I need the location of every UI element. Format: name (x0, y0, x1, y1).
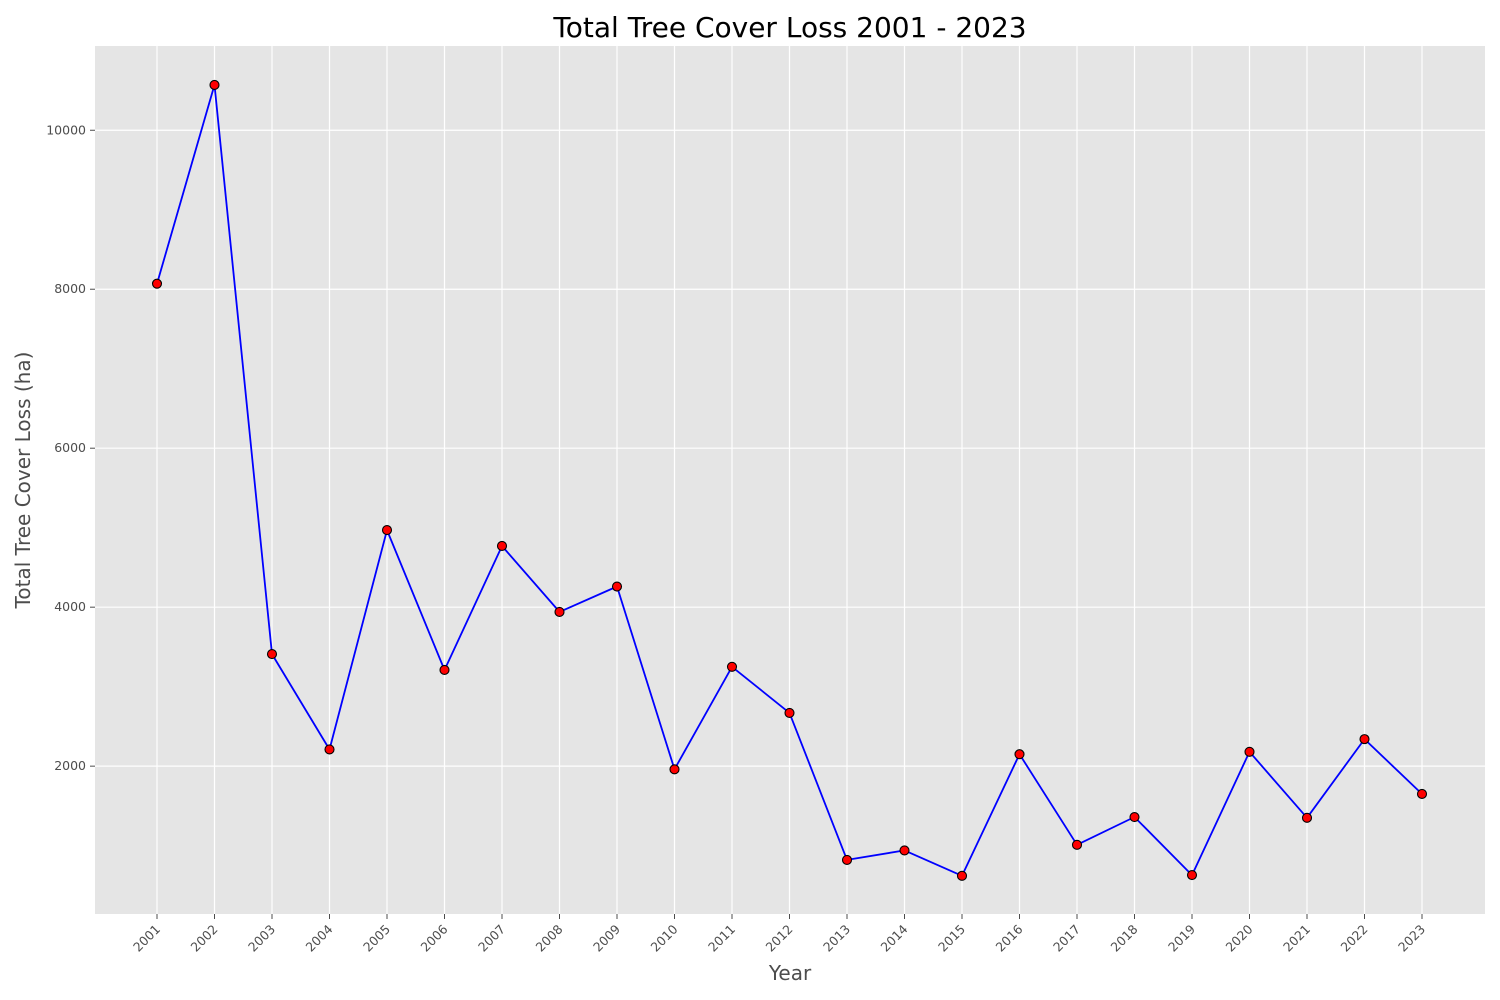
chart-title: Total Tree Cover Loss 2001 - 2023 (552, 11, 1026, 44)
data-point (1244, 746, 1255, 757)
x-tick-label: 2015 (935, 922, 968, 955)
y-tick-label: 10000 (46, 122, 86, 137)
x-tick-label: 2016 (993, 921, 1026, 954)
x-tick-label: 2005 (360, 922, 393, 955)
data-point (496, 540, 508, 552)
x-tick-label: 2004 (303, 921, 336, 954)
y-axis-label: Total Tree Cover Loss (ha) (11, 352, 35, 610)
y-tick-labels: 2000 4000 6000 8000 10000 (46, 122, 86, 773)
y-tick-label: 6000 (54, 440, 86, 455)
data-point (324, 744, 335, 755)
x-tick-label: 2006 (418, 921, 451, 954)
x-tick-label: 2010 (648, 921, 681, 954)
x-tick-labels: 2001 2002 2003 2004 2005 2006 2007 2008 2009 2010… (130, 921, 1428, 954)
x-tick-label: 2020 (1223, 921, 1256, 954)
x-tick-label: 2008 (533, 921, 566, 954)
x-tick-label: 2023 (1395, 922, 1428, 955)
data-point (1416, 788, 1428, 800)
marker-layer (151, 79, 1428, 881)
x-tick-label: 2009 (590, 921, 623, 954)
data-point (266, 649, 278, 660)
x-tick-label: 2019 (1165, 921, 1198, 954)
data-point (1359, 734, 1370, 745)
data-point (1129, 811, 1140, 823)
data-point (209, 79, 220, 90)
x-tick-label: 2017 (1050, 922, 1083, 955)
y-tick-label: 4000 (54, 599, 86, 614)
x-axis-label: Year (768, 961, 812, 985)
data-point (669, 764, 680, 775)
data-point (611, 581, 623, 592)
y-tick-label: 2000 (54, 758, 86, 773)
x-tick-label: 2012 (763, 922, 796, 955)
x-tick-label: 2014 (878, 921, 911, 954)
data-point (726, 661, 738, 672)
y-tick-label: 8000 (54, 281, 86, 296)
x-tick-label: 2003 (245, 922, 278, 955)
x-tick-label: 2021 (1280, 922, 1313, 955)
x-tick-label: 2013 (820, 922, 853, 955)
x-tick-label: 2002 (188, 922, 221, 955)
x-tick-label: 2001 (130, 922, 163, 955)
data-point (1301, 812, 1313, 823)
data-point (841, 854, 853, 865)
x-tick-label: 2011 (705, 922, 738, 955)
data-point (956, 870, 968, 881)
data-point (554, 606, 565, 617)
data-point (1186, 870, 1198, 881)
data-point (439, 664, 450, 676)
data-point (381, 525, 393, 536)
data-point (1014, 749, 1025, 760)
data-point (151, 278, 163, 289)
data-point (784, 707, 795, 718)
x-tick-label: 2007 (475, 922, 508, 955)
x-tick-label: 2018 (1108, 921, 1141, 954)
data-point (899, 845, 910, 856)
x-tick-label: 2022 (1338, 922, 1371, 955)
data-point (1071, 839, 1083, 850)
